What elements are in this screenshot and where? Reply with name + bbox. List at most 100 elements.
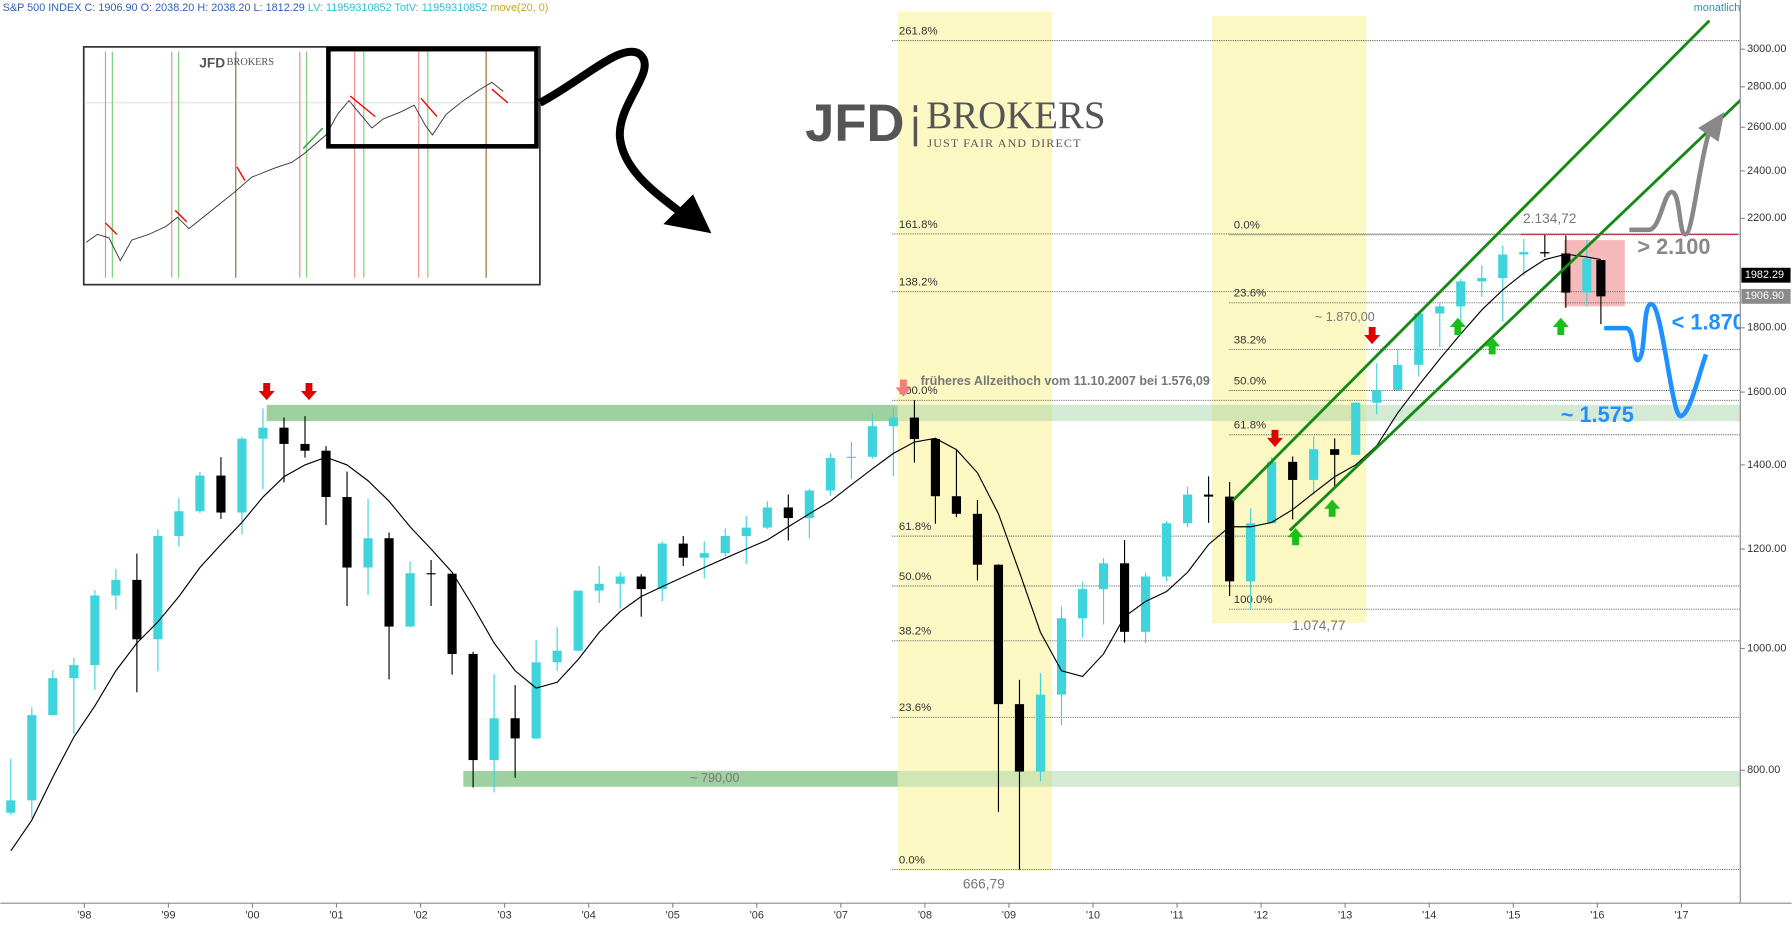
candle-body	[1056, 618, 1067, 695]
up-arrow	[1324, 499, 1341, 517]
candle-body	[1435, 306, 1445, 314]
logo-brand: BROKERS	[926, 94, 1105, 137]
inset: JFD BROKERS	[82, 46, 541, 286]
price-tag	[1741, 288, 1791, 304]
price-tag-label: 1906.90	[1745, 290, 1784, 302]
candle-body	[489, 718, 499, 761]
x-tick-label: '02	[413, 910, 427, 922]
logo-tagline: JUST FAIR AND DIRECT	[927, 136, 1081, 150]
candle-body	[972, 513, 983, 565]
x-tick-label: '01	[329, 910, 343, 922]
candle-body	[867, 426, 877, 457]
fib-label: 138.2%	[899, 277, 938, 289]
x-tick-label: '00	[245, 910, 259, 922]
y-tick-label: 1800.00	[1747, 322, 1786, 334]
x-tick-label: '05	[666, 910, 680, 922]
candle-body	[552, 650, 562, 663]
fib-label: 261.8%	[899, 26, 938, 38]
x-tick-label: '11	[1170, 910, 1183, 922]
candle-body	[1119, 563, 1130, 632]
candle-body	[930, 439, 940, 497]
fib-label: 50.0%	[1234, 375, 1266, 387]
overlay: früheres Allzeithoch vom 11.10.2007 bei …	[82, 19, 1771, 891]
inset-arrow	[302, 127, 324, 150]
zone-label: ~ 790,00	[690, 771, 739, 785]
annotation: früheres Allzeithoch vom 11.10.2007 bei …	[921, 374, 1210, 388]
inset-logo-brand: BROKERS	[227, 57, 275, 68]
candle-body	[1098, 563, 1109, 590]
annotation: 1.074,77	[1292, 618, 1345, 633]
annotation: 2.134,72	[1523, 211, 1576, 226]
x-axis-panel	[0, 903, 1792, 926]
zones: ~ 790,00	[266, 404, 1741, 787]
candle-body	[405, 573, 415, 627]
fib-label: 23.6%	[1234, 288, 1266, 300]
pointer-arrowhead	[663, 194, 712, 234]
moving-average	[10, 253, 1602, 852]
price-tag	[1741, 267, 1791, 283]
fib-label: 50.0%	[899, 571, 931, 583]
x-tick-label: '10	[1086, 910, 1100, 922]
x-tick-label: '08	[918, 910, 932, 922]
inset-arrow	[349, 95, 376, 118]
candle-body	[195, 475, 205, 512]
fib-label: 0.0%	[899, 854, 925, 866]
inset-logo-name: JFD	[199, 56, 225, 71]
candle-body	[657, 543, 667, 590]
support-zone	[463, 770, 898, 787]
x-tick-label: '03	[498, 910, 512, 922]
candle-body	[48, 678, 58, 716]
fib-label: 38.2%	[1234, 334, 1266, 346]
highlight-period	[897, 11, 1053, 872]
up-arrow	[1484, 337, 1501, 355]
candle-body	[762, 507, 772, 528]
fib-label: 100.0%	[1234, 594, 1273, 606]
candle-body	[132, 579, 142, 640]
candle-body	[1582, 258, 1592, 293]
candle-body	[1246, 523, 1256, 582]
header-volume: LV: 11959310852 TotV: 11959310852	[308, 2, 488, 14]
candle-body	[174, 511, 184, 536]
up-arrow	[1287, 528, 1304, 546]
y-tick-label: 2800.00	[1747, 81, 1786, 93]
timeframe: monatlich	[1694, 2, 1740, 14]
annotation: ~ 1.575	[1561, 402, 1634, 427]
up-arrow	[1552, 317, 1569, 335]
inset-frame	[82, 46, 541, 286]
x-tick-label: '14	[1422, 910, 1436, 922]
annotation: 666,79	[963, 876, 1005, 891]
down-arrow	[258, 382, 275, 401]
y-tick-label: 1400.00	[1747, 459, 1786, 471]
scenario-down	[1604, 301, 1709, 419]
y-tick-label: 1600.00	[1747, 386, 1786, 398]
candle-body	[6, 800, 16, 813]
y-tick-label: 800.00	[1747, 764, 1780, 776]
candle-body	[531, 662, 541, 739]
candle-body	[1309, 449, 1319, 480]
candle-body	[1351, 402, 1361, 455]
y-axis-panel	[1740, 0, 1792, 926]
candle-body	[258, 427, 268, 439]
fib-label: 161.8%	[899, 219, 938, 231]
signal-arrows	[1287, 317, 1569, 546]
pointer-arrow	[538, 47, 687, 219]
y-tick-label: 1000.00	[1747, 642, 1786, 654]
candle-body	[1456, 281, 1466, 307]
highlight-box	[1564, 240, 1625, 307]
x-tick-label: '13	[1338, 910, 1352, 922]
candle-body	[510, 718, 520, 739]
candle-body	[111, 579, 121, 596]
candle-body	[1519, 252, 1529, 255]
header-instrument: S&P 500 INDEX C: 1906.90 O: 2038.20 H: 2…	[3, 2, 305, 14]
x-tick-label: '12	[1254, 910, 1268, 922]
candle-body	[1596, 260, 1606, 297]
candle-body	[300, 443, 310, 451]
inset-arrow	[420, 97, 438, 118]
scenario-arrowhead	[1697, 112, 1725, 142]
scenario-up	[1629, 134, 1711, 237]
y-tick-label: 2200.00	[1747, 212, 1786, 224]
candle-body	[1477, 278, 1487, 282]
candle-body	[1372, 390, 1382, 403]
inset-arrow	[174, 209, 188, 223]
